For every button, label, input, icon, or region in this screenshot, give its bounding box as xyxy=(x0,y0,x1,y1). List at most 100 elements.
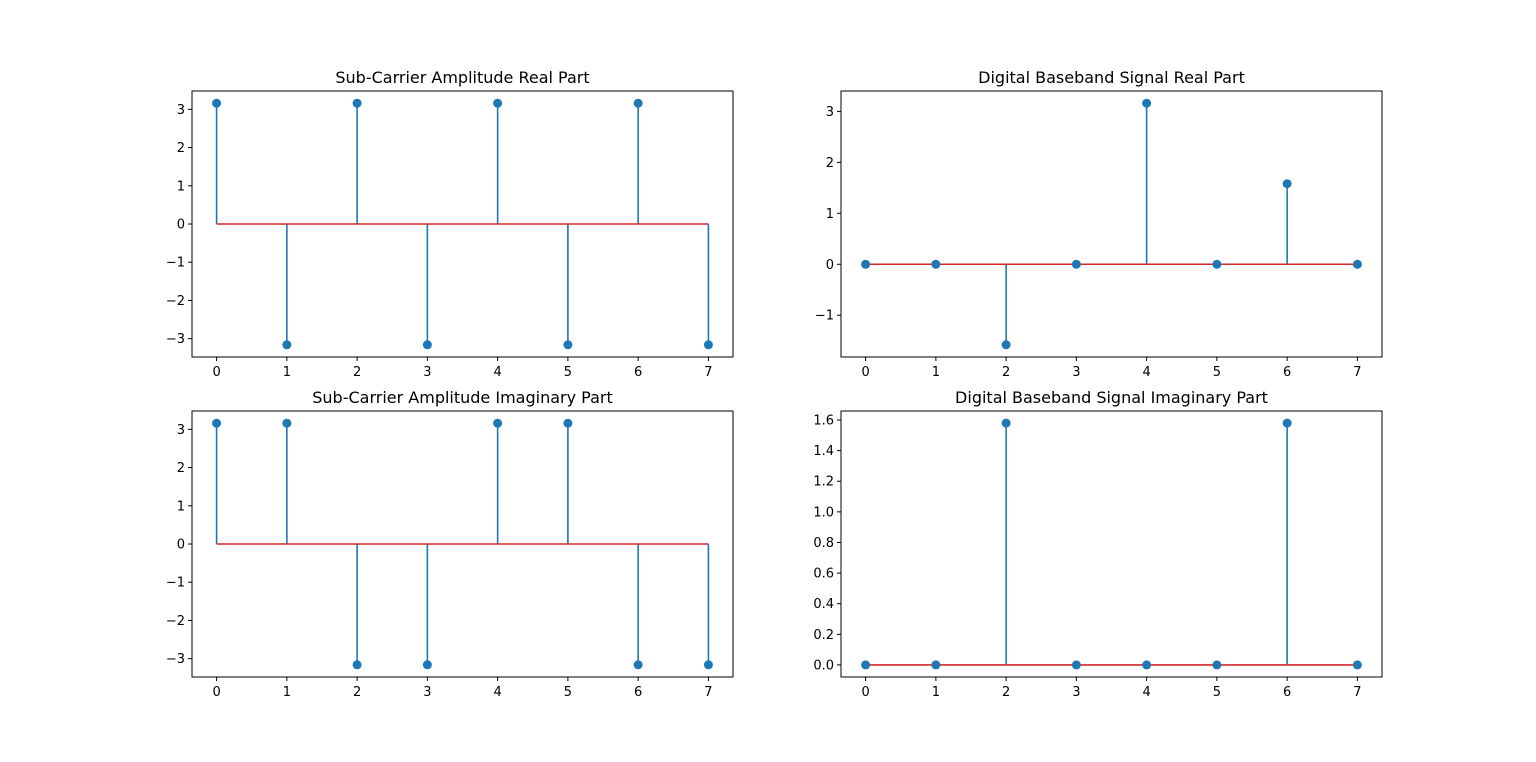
x-tick-label: 2 xyxy=(353,685,361,700)
y-tick-label: 0.2 xyxy=(813,628,834,643)
x-tick-label: 3 xyxy=(1072,685,1080,700)
y-tick-label: 1.6 xyxy=(813,414,834,429)
panel-subcarrier-real: Sub-Carrier Amplitude Real Part −3 −2 −1 0 1 2… xyxy=(166,68,734,380)
stem-marker xyxy=(1212,259,1222,269)
stem-marker xyxy=(563,340,573,350)
chart-title: Digital Baseband Signal Real Part xyxy=(978,68,1245,87)
panel-subcarrier-imag: Sub-Carrier Amplitude Imaginary Part −3 −2… xyxy=(166,388,734,700)
stem-marker xyxy=(1282,179,1292,189)
y-tick-label: 1.2 xyxy=(813,475,834,490)
stem-marker xyxy=(212,418,222,428)
y-tick-label: 2 xyxy=(177,141,185,156)
x-tick-label: 0 xyxy=(861,365,869,380)
x-tick-label: 1 xyxy=(283,365,291,380)
chart-title: Sub-Carrier Amplitude Real Part xyxy=(335,68,589,87)
stem-marker xyxy=(352,660,362,670)
stem-marker xyxy=(931,259,941,269)
x-tick-label: 0 xyxy=(212,685,220,700)
y-tick-label: 1 xyxy=(177,499,185,514)
stem-marker xyxy=(633,660,643,670)
x-tick-label: 5 xyxy=(564,685,572,700)
x-tick-label: 3 xyxy=(423,685,431,700)
x-tick-label: 4 xyxy=(1142,685,1150,700)
stem-marker xyxy=(861,660,871,670)
stem-marker xyxy=(633,98,643,108)
y-tick-label: 0 xyxy=(177,218,185,233)
axes-frame xyxy=(191,90,734,358)
y-tick-label: 1.4 xyxy=(813,444,834,459)
stem-marker xyxy=(282,340,292,350)
stem-marker xyxy=(1212,660,1222,670)
y-tick-label: 0.8 xyxy=(813,536,834,551)
stem-marker xyxy=(282,418,292,428)
x-tick-label: 1 xyxy=(932,365,940,380)
x-tick-label: 6 xyxy=(1283,365,1291,380)
y-tick-label: 2 xyxy=(177,461,185,476)
y-tick-label: 3 xyxy=(826,105,834,120)
panel-baseband-real: Digital Baseband Signal Real Part −1 0 1 2 3 0… xyxy=(815,68,1383,380)
y-tick-label: −1 xyxy=(166,256,185,271)
y-tick-label: 2 xyxy=(826,156,834,171)
y-tick-label: −1 xyxy=(166,576,185,591)
x-tick-label: 6 xyxy=(634,365,642,380)
x-tick-label: 6 xyxy=(1283,685,1291,700)
y-tick-label: −3 xyxy=(166,652,185,667)
x-tick-label: 1 xyxy=(932,685,940,700)
stem-marker xyxy=(1001,418,1011,428)
stem-marker xyxy=(563,418,573,428)
stem-marker xyxy=(1352,259,1362,269)
stem-marker xyxy=(352,98,362,108)
y-tick-label: 0 xyxy=(826,258,834,273)
stem-marker xyxy=(1142,660,1152,670)
x-tick-label: 4 xyxy=(493,365,501,380)
x-tick-label: 1 xyxy=(283,685,291,700)
stem-marker xyxy=(861,259,871,269)
stem-marker xyxy=(493,98,503,108)
stem-marker xyxy=(1352,660,1362,670)
stem-marker xyxy=(1001,340,1011,350)
stem-marker xyxy=(1071,660,1081,670)
x-tick-label: 7 xyxy=(704,365,712,380)
x-tick-label: 6 xyxy=(634,685,642,700)
axes-frame xyxy=(840,410,1383,678)
x-tick-label: 0 xyxy=(861,685,869,700)
y-tick-label: 1.0 xyxy=(813,505,834,520)
x-tick-label: 0 xyxy=(212,365,220,380)
y-tick-label: 1 xyxy=(177,179,185,194)
stem-marker xyxy=(422,340,432,350)
y-tick-label: −3 xyxy=(166,332,185,347)
y-tick-label: −2 xyxy=(166,614,185,629)
y-tick-label: −1 xyxy=(815,309,834,324)
x-tick-label: 5 xyxy=(1213,685,1221,700)
x-tick-label: 3 xyxy=(1072,365,1080,380)
stem-marker xyxy=(493,418,503,428)
y-tick-label: 0.6 xyxy=(813,567,834,582)
stem-marker xyxy=(703,340,713,350)
chart-title: Sub-Carrier Amplitude Imaginary Part xyxy=(312,388,612,407)
stem-marker xyxy=(212,98,222,108)
stem-marker xyxy=(1282,418,1292,428)
stem-marker xyxy=(703,660,713,670)
x-tick-label: 7 xyxy=(1353,685,1361,700)
axes-frame xyxy=(191,410,734,678)
x-tick-label: 7 xyxy=(704,685,712,700)
panel-baseband-imag: Digital Baseband Signal Imaginary Part 0.… xyxy=(813,388,1383,700)
x-tick-label: 7 xyxy=(1353,365,1361,380)
x-tick-label: 2 xyxy=(1002,365,1010,380)
x-tick-label: 3 xyxy=(423,365,431,380)
y-tick-label: 3 xyxy=(177,103,185,118)
y-tick-label: 3 xyxy=(177,423,185,438)
x-tick-label: 2 xyxy=(1002,685,1010,700)
stem-marker xyxy=(422,660,432,670)
y-tick-label: 1 xyxy=(826,207,834,222)
stem-marker xyxy=(931,660,941,670)
x-tick-label: 4 xyxy=(1142,365,1150,380)
y-tick-label: 0.0 xyxy=(813,658,834,673)
chart-title: Digital Baseband Signal Imaginary Part xyxy=(955,388,1268,407)
y-tick-label: 0.4 xyxy=(813,597,834,612)
y-tick-label: 0 xyxy=(177,538,185,553)
x-tick-label: 5 xyxy=(564,365,572,380)
stem-marker xyxy=(1071,259,1081,269)
